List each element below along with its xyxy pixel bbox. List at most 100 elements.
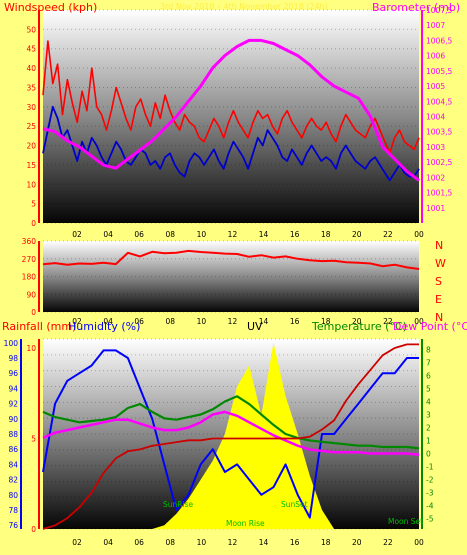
compass-label: S: [435, 275, 442, 288]
wind-tick-label: 0: [31, 219, 36, 228]
direction-tick-label: 270: [22, 255, 37, 264]
x-tick-label: 08: [165, 230, 175, 239]
x-tick-label: 20: [352, 230, 362, 239]
humidity-tick-label: 100: [4, 339, 19, 348]
x-tick-label: 18: [321, 230, 331, 239]
compass-label: W: [435, 257, 446, 270]
rainfall-axis-title: Rainfall (mm): [2, 320, 76, 333]
uv-series: [43, 342, 419, 529]
x-tick-label: 10: [197, 538, 207, 547]
x-tick-label: 14: [259, 317, 269, 326]
humidity-tick-label: 98: [8, 354, 18, 363]
wind-tick-label: 30: [26, 103, 36, 112]
x-tick-label: 10: [197, 230, 207, 239]
humidity-tick-label: 92: [8, 400, 18, 409]
direction-tick-label: 0: [31, 308, 36, 317]
compass-label: N: [435, 239, 443, 252]
x-tick-label: 06: [134, 317, 144, 326]
temperature-axis-title: Temperature (°C): [311, 320, 407, 333]
x-tick-label: 10: [197, 317, 207, 326]
x-tick-label: 08: [165, 538, 175, 547]
compass-label: N: [435, 311, 443, 324]
humidity-tick-label: 90: [8, 415, 18, 424]
wind-tick-label: 35: [26, 83, 36, 92]
x-tick-label: 20: [352, 538, 362, 547]
direction-tick-label: 360: [22, 237, 37, 246]
x-tick-label: 12: [228, 230, 238, 239]
barometer-axis-title: Barometer (mb): [372, 1, 460, 14]
x-tick-label: 04: [103, 317, 113, 326]
humidity-tick-label: 88: [8, 430, 18, 439]
x-tick-label: 16: [290, 317, 300, 326]
uv-axis-title: UV: [247, 320, 263, 333]
barometer-tick-label: 1006,5: [426, 36, 452, 45]
temperature-tick-label: 2: [426, 423, 431, 432]
temperature-tick-label: -4: [426, 502, 434, 511]
temperature-tick-label: 6: [426, 371, 431, 380]
annotation-label: Moon Rise: [226, 519, 265, 528]
barometer-tick-label: 1003: [426, 143, 445, 152]
direction-tick-label: 90: [26, 290, 36, 299]
wind-axis-title: Windspeed (kph): [4, 1, 97, 14]
rainfall-tick-label: 5: [31, 435, 36, 444]
rainfall-tick-label: 10: [26, 344, 36, 353]
wind-tick-label: 50: [26, 25, 36, 34]
wind-tick-label: 25: [26, 122, 36, 131]
humidity-tick-label: 84: [8, 460, 18, 469]
chart-title: 3rd Nov 2018 – 4th November 2018 (24h): [160, 2, 328, 11]
x-tick-label: 22: [383, 538, 393, 547]
barometer-tick-label: 1002,5: [426, 158, 452, 167]
x-tick-label: 18: [321, 317, 331, 326]
x-tick-label: 14: [259, 538, 269, 547]
x-tick-label: 02: [72, 538, 82, 547]
temperature-tick-label: -3: [426, 489, 434, 498]
rainfall-series: [42, 343, 419, 530]
humidity-series: [42, 349, 419, 519]
wind-tick-label: 20: [26, 142, 36, 151]
barometer-tick-label: 1005: [426, 82, 445, 91]
x-tick-label: 18: [321, 538, 331, 547]
barometer-tick-label: 1004,5: [426, 97, 452, 106]
dewpoint-series: [42, 410, 420, 457]
x-tick-label: 16: [290, 230, 300, 239]
x-tick-label: 20: [352, 317, 362, 326]
barometer-tick-label: 1003,5: [426, 128, 452, 137]
compass-label: E: [435, 293, 442, 306]
temperature-tick-label: -1: [426, 463, 434, 472]
x-tick-label: 04: [103, 230, 113, 239]
barometer-series: [42, 38, 420, 182]
temperature-tick-label: 7: [426, 358, 431, 367]
x-tick-label: 22: [383, 317, 393, 326]
wind-tick-label: 45: [26, 45, 36, 54]
temperature-series: [42, 395, 420, 450]
x-tick-label: 06: [134, 230, 144, 239]
direction-series: [42, 249, 420, 270]
direction-tick-label: 180: [22, 273, 37, 282]
x-tick-label: 14: [259, 230, 269, 239]
x-tick-label: 16: [290, 538, 300, 547]
x-tick-label: 12: [228, 538, 238, 547]
wind-tick-label: 15: [26, 161, 36, 170]
humidity-tick-label: 80: [8, 491, 18, 500]
humidity-tick-label: 86: [8, 445, 18, 454]
temperature-tick-label: 1: [426, 437, 431, 446]
temperature-tick-label: -2: [426, 476, 434, 485]
barometer-tick-label: 1004: [426, 113, 445, 122]
humidity-tick-label: 76: [8, 521, 18, 530]
x-tick-label: 00: [414, 230, 424, 239]
barometer-tick-label: 1001: [426, 204, 445, 213]
x-tick-label: 08: [165, 317, 175, 326]
annotation-label: Moon Set: [388, 517, 423, 526]
barometer-tick-label: 1005,5: [426, 67, 452, 76]
barometer-tick-label: 1001,5: [426, 189, 452, 198]
humidity-tick-label: 78: [8, 506, 18, 515]
barometer-tick-label: 1006: [426, 52, 445, 61]
x-tick-label: 04: [103, 538, 113, 547]
x-tick-label: 12: [228, 317, 238, 326]
temperature-tick-label: 4: [426, 397, 431, 406]
annotation-label: SunRise: [163, 500, 193, 509]
x-tick-label: 02: [72, 317, 82, 326]
wind-tick-label: 40: [26, 64, 36, 73]
barometer-tick-label: 1007: [426, 21, 445, 30]
